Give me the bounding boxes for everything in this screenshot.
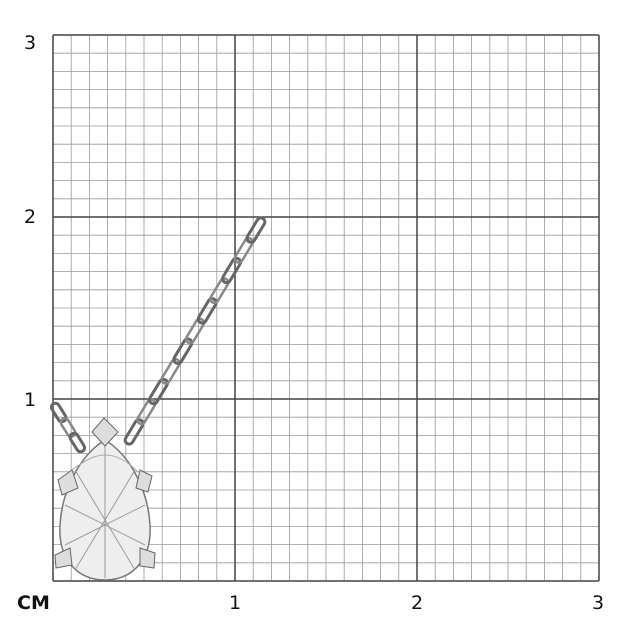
y-tick-3: 3 bbox=[24, 32, 37, 54]
chain-link bbox=[148, 377, 169, 406]
major-grid bbox=[52, 34, 600, 582]
x-tick-1: 1 bbox=[229, 592, 242, 614]
chain-link bbox=[49, 401, 68, 424]
chain-link bbox=[68, 431, 87, 454]
minor-grid bbox=[53, 35, 599, 581]
unit-label: CM bbox=[17, 592, 50, 614]
chain-link bbox=[184, 317, 206, 345]
chain-link bbox=[221, 256, 242, 285]
chain-link bbox=[172, 337, 194, 365]
necklace-chain bbox=[49, 216, 267, 454]
y-tick-1: 1 bbox=[24, 389, 37, 411]
chain-link bbox=[209, 277, 230, 305]
chain-link bbox=[123, 418, 145, 446]
chain-link bbox=[196, 297, 218, 325]
chain-link bbox=[136, 398, 157, 426]
chain-link bbox=[59, 417, 77, 438]
x-tick-3: 3 bbox=[592, 592, 605, 614]
chain-link bbox=[160, 357, 181, 385]
pear-pendant bbox=[54, 417, 156, 581]
x-tick-2: 2 bbox=[411, 592, 424, 614]
chain-link bbox=[245, 216, 267, 244]
y-tick-2: 2 bbox=[24, 206, 37, 228]
chain-link bbox=[233, 236, 254, 264]
